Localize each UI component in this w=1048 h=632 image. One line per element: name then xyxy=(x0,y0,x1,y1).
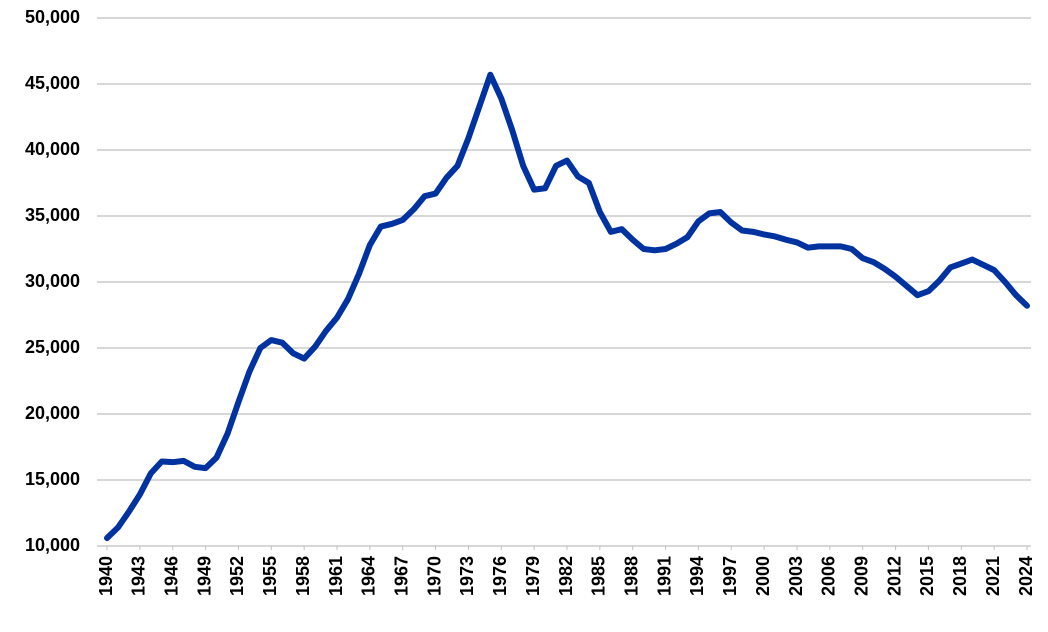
x-tick-label: 1955 xyxy=(260,556,280,596)
x-tick-label: 2021 xyxy=(983,556,1003,596)
x-tick-label: 1982 xyxy=(556,556,576,596)
x-tick-label: 1964 xyxy=(359,556,379,596)
y-tick-label: 35,000 xyxy=(25,205,80,225)
x-tick-label: 1958 xyxy=(293,556,313,596)
y-tick-label: 15,000 xyxy=(25,469,80,489)
x-tick-label: 2012 xyxy=(884,556,904,596)
x-tick-label: 1949 xyxy=(194,556,214,596)
x-tick-label: 1973 xyxy=(457,556,477,596)
x-tick-label: 1943 xyxy=(129,556,149,596)
x-tick-label: 1952 xyxy=(227,556,247,596)
x-tick-label: 1970 xyxy=(424,556,444,596)
x-tick-label: 1961 xyxy=(326,556,346,596)
y-tick-label: 45,000 xyxy=(25,73,80,93)
x-tick-label: 1991 xyxy=(654,556,674,596)
y-tick-label: 10,000 xyxy=(25,535,80,555)
x-tick-label: 1976 xyxy=(490,556,510,596)
y-tick-label: 25,000 xyxy=(25,337,80,357)
x-tick-label: 1940 xyxy=(96,556,116,596)
y-tick-label: 30,000 xyxy=(25,271,80,291)
x-tick-label: 2024 xyxy=(1016,556,1036,596)
x-tick-label: 1994 xyxy=(687,556,707,596)
y-tick-label: 40,000 xyxy=(25,139,80,159)
x-tick-label: 1967 xyxy=(391,556,411,596)
x-tick-label: 2015 xyxy=(917,556,937,596)
x-tick-label: 1985 xyxy=(589,556,609,596)
x-tick-label: 2000 xyxy=(753,556,773,596)
y-tick-label: 50,000 xyxy=(25,7,80,27)
x-tick-label: 1988 xyxy=(621,556,641,596)
y-tick-label: 20,000 xyxy=(25,403,80,423)
line xyxy=(104,71,1030,542)
x-tick-label: 2018 xyxy=(950,556,970,596)
x-tick-label: 2009 xyxy=(851,556,871,596)
x-tick-label: 1979 xyxy=(523,556,543,596)
x-tick-label: 1997 xyxy=(720,556,740,596)
x-tick-label: 2003 xyxy=(786,556,806,596)
x-tick-label: 2006 xyxy=(819,556,839,596)
x-tick-label: 1946 xyxy=(161,556,181,596)
